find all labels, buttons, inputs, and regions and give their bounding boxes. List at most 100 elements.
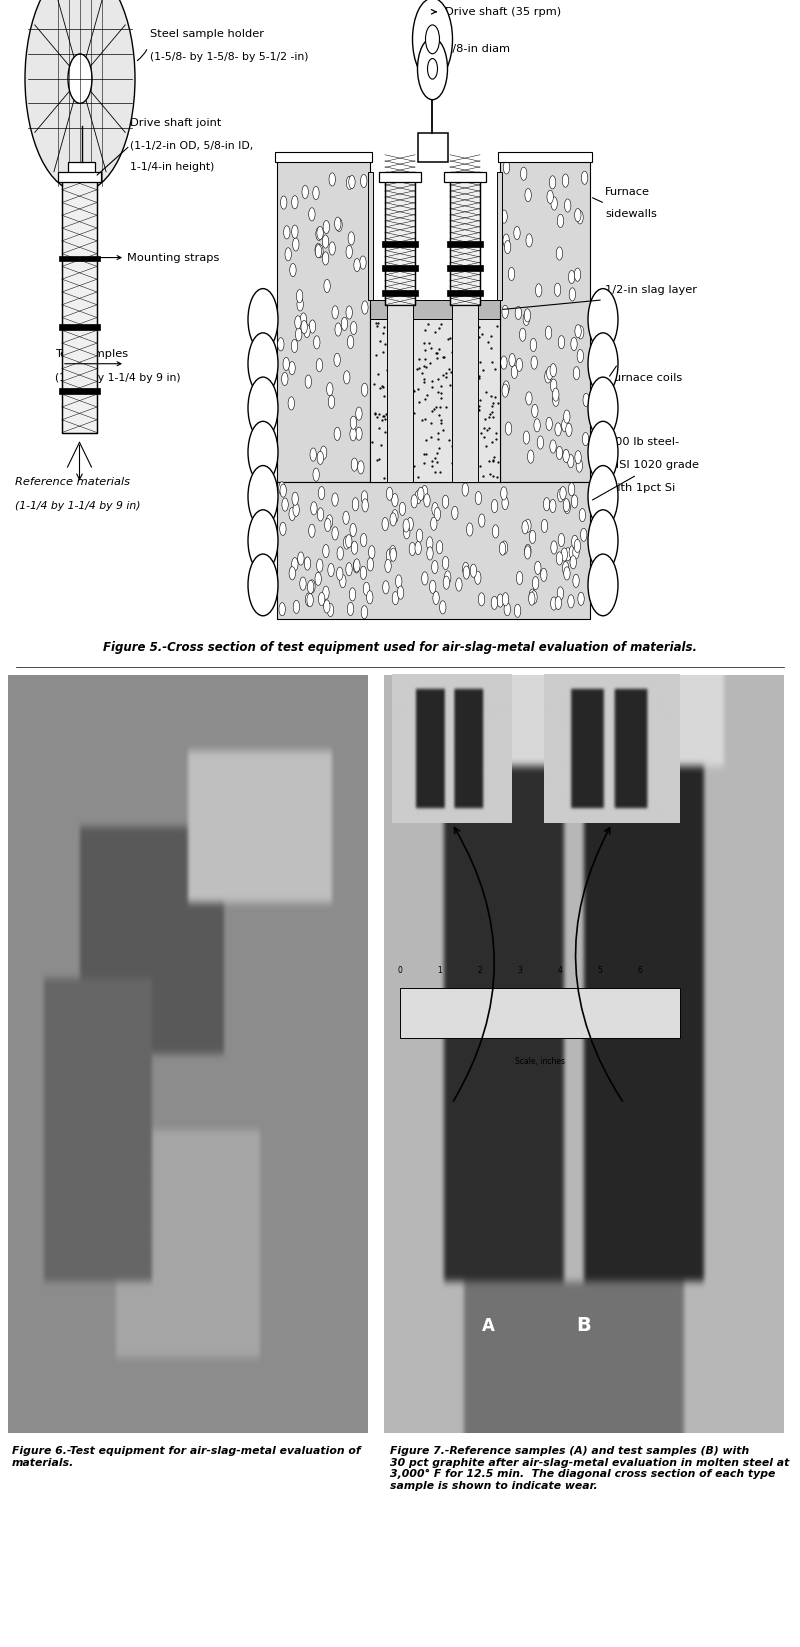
Circle shape: [314, 336, 320, 349]
Circle shape: [573, 545, 579, 558]
Circle shape: [362, 499, 368, 512]
Text: Figure 7.-Reference samples (A) and test samples (B) with
30 pct graphite after : Figure 7.-Reference samples (A) and test…: [390, 1446, 790, 1491]
Circle shape: [403, 525, 410, 539]
Circle shape: [324, 280, 330, 293]
Text: 1-1/4-in height): 1-1/4-in height): [130, 161, 214, 173]
Circle shape: [558, 489, 564, 502]
Circle shape: [334, 352, 340, 366]
Circle shape: [478, 593, 485, 606]
Circle shape: [248, 422, 278, 483]
Circle shape: [347, 336, 354, 349]
Circle shape: [318, 593, 325, 606]
Circle shape: [577, 211, 583, 224]
Circle shape: [426, 25, 439, 54]
Circle shape: [324, 600, 330, 613]
Circle shape: [336, 219, 342, 232]
Circle shape: [588, 422, 618, 483]
Circle shape: [322, 545, 329, 558]
Circle shape: [501, 488, 507, 501]
Circle shape: [566, 423, 572, 436]
Circle shape: [452, 506, 458, 519]
Circle shape: [492, 525, 498, 539]
Polygon shape: [370, 320, 500, 481]
Polygon shape: [500, 158, 590, 481]
Circle shape: [527, 450, 534, 463]
Circle shape: [443, 576, 450, 590]
Circle shape: [360, 255, 366, 268]
Circle shape: [280, 484, 286, 497]
Circle shape: [588, 377, 618, 438]
Circle shape: [432, 560, 438, 573]
Circle shape: [313, 186, 319, 199]
Circle shape: [582, 433, 589, 446]
Circle shape: [553, 389, 559, 402]
Circle shape: [337, 567, 343, 580]
Circle shape: [329, 173, 335, 186]
Circle shape: [306, 593, 312, 606]
Circle shape: [367, 558, 374, 572]
Circle shape: [515, 306, 522, 320]
Polygon shape: [59, 324, 100, 331]
Circle shape: [317, 558, 323, 572]
Circle shape: [503, 380, 510, 394]
Circle shape: [340, 575, 346, 588]
Circle shape: [334, 427, 341, 440]
Circle shape: [541, 568, 547, 581]
Circle shape: [310, 448, 316, 461]
Polygon shape: [370, 305, 500, 481]
Circle shape: [578, 593, 584, 606]
Circle shape: [297, 298, 303, 311]
Circle shape: [430, 517, 437, 530]
Polygon shape: [68, 161, 95, 191]
Circle shape: [582, 171, 588, 184]
Circle shape: [310, 320, 316, 333]
Circle shape: [327, 603, 334, 616]
Text: 4: 4: [558, 967, 562, 975]
Circle shape: [284, 226, 290, 239]
Circle shape: [525, 544, 531, 557]
Circle shape: [463, 567, 470, 580]
Circle shape: [282, 497, 288, 511]
Circle shape: [293, 237, 299, 250]
Circle shape: [550, 540, 557, 553]
Circle shape: [279, 603, 286, 616]
Circle shape: [564, 410, 570, 423]
Circle shape: [529, 590, 535, 603]
Circle shape: [535, 283, 542, 296]
Circle shape: [424, 494, 430, 507]
Circle shape: [526, 234, 532, 247]
Circle shape: [569, 545, 575, 558]
Text: 1/2-in slag layer: 1/2-in slag layer: [605, 285, 697, 295]
Circle shape: [551, 198, 558, 211]
Circle shape: [506, 422, 512, 435]
Circle shape: [386, 488, 393, 501]
Circle shape: [523, 432, 530, 445]
Circle shape: [550, 499, 556, 512]
Circle shape: [292, 226, 298, 239]
Circle shape: [301, 321, 307, 334]
Circle shape: [569, 483, 575, 496]
Polygon shape: [277, 158, 370, 481]
Text: 5: 5: [598, 967, 602, 975]
Circle shape: [556, 552, 562, 565]
Circle shape: [288, 397, 294, 410]
Circle shape: [530, 530, 536, 544]
Circle shape: [347, 603, 354, 616]
Circle shape: [418, 488, 424, 501]
Circle shape: [305, 376, 311, 389]
Circle shape: [522, 520, 528, 534]
Circle shape: [575, 324, 582, 338]
Circle shape: [427, 59, 438, 79]
Circle shape: [462, 562, 469, 575]
Circle shape: [576, 460, 582, 473]
Circle shape: [422, 572, 428, 585]
Circle shape: [292, 196, 298, 209]
Circle shape: [516, 572, 522, 585]
Text: with 1pct Si: with 1pct Si: [608, 483, 675, 492]
Circle shape: [351, 542, 358, 555]
Circle shape: [337, 547, 343, 560]
Circle shape: [403, 519, 410, 532]
Circle shape: [300, 576, 306, 590]
Circle shape: [534, 562, 541, 575]
Circle shape: [307, 580, 314, 593]
